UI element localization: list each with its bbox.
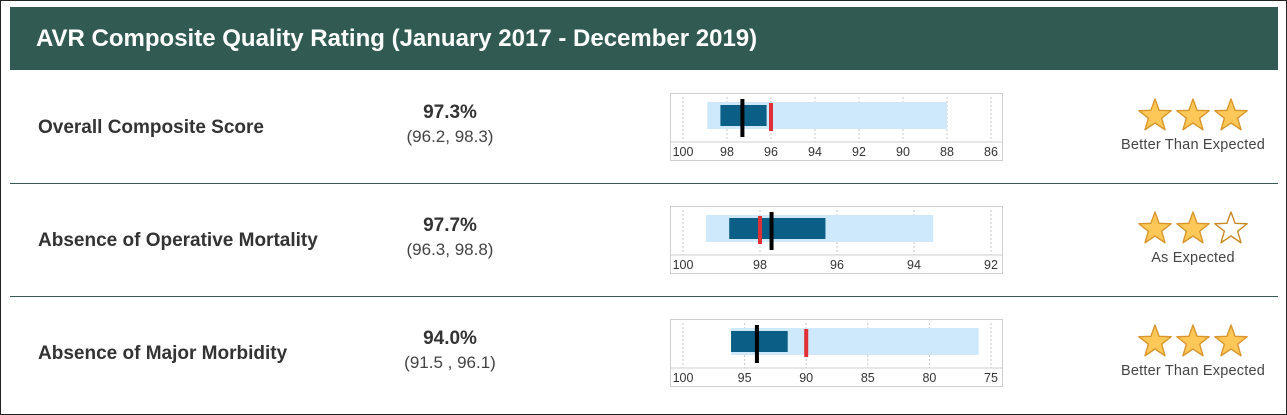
star-filled-icon <box>1176 98 1210 131</box>
star-shape <box>1176 324 1210 357</box>
tick-label: 90 <box>799 371 813 385</box>
tick-label: 92 <box>984 258 998 272</box>
star-filled-icon <box>1176 211 1210 244</box>
star-shape <box>1138 324 1172 357</box>
bullet-chart: 100 98 96 94 92 <box>670 206 1003 274</box>
score-marker <box>740 99 745 137</box>
star-rating: Better Than Expected <box>1108 97 1278 154</box>
score-marker <box>754 325 759 363</box>
metric-score: 97.7% (96.3, 98.8) <box>350 214 550 262</box>
stars <box>1108 323 1278 361</box>
star-shape <box>1138 98 1172 131</box>
score-confidence-interval: (91.5 , 96.1) <box>404 353 496 372</box>
rating-label: Better Than Expected <box>1121 137 1265 153</box>
tick-label: 88 <box>940 145 954 159</box>
metric-label: Absence of Major Morbidity <box>38 342 288 364</box>
tick-label: 92 <box>852 145 866 159</box>
star-shape <box>1214 98 1248 131</box>
stars <box>1108 210 1278 248</box>
tick-label: 100 <box>673 145 694 159</box>
tick-label: 80 <box>922 371 936 385</box>
benchmark-marker <box>758 216 762 244</box>
stars <box>1108 97 1278 135</box>
tick-label: 90 <box>896 145 910 159</box>
star-filled-icon <box>1176 324 1210 357</box>
score-value: 94.0% <box>423 328 477 349</box>
star-filled-icon <box>1214 98 1248 131</box>
star-filled-icon <box>1214 324 1248 357</box>
tick-label: 100 <box>673 371 694 385</box>
star-filled-icon <box>1138 98 1172 131</box>
tick-label: 96 <box>830 258 844 272</box>
score-value: 97.7% <box>423 215 477 236</box>
rating-label: Better Than Expected <box>1121 363 1265 379</box>
metric-label: Absence of Operative Mortality <box>38 229 318 251</box>
metric-score: 94.0% (91.5 , 96.1) <box>350 327 550 375</box>
score-marker <box>769 212 774 250</box>
tick-label: 100 <box>673 258 694 272</box>
star-shape <box>1214 324 1248 357</box>
metric-score: 97.3% (96.2, 98.3) <box>350 101 550 149</box>
panel-header: AVR Composite Quality Rating (January 20… <box>10 7 1278 70</box>
panel-title: AVR Composite Quality Rating (January 20… <box>36 25 758 52</box>
bullet-chart-svg: 100 98 96 94 92 90 88 86 <box>671 97 1002 159</box>
tick-label: 86 <box>984 145 998 159</box>
bullet-chart: 100 95 90 85 80 75 <box>670 319 1003 387</box>
row-divider <box>10 183 1278 184</box>
metric-row-mortality: Absence of Operative Mortality 97.7% (96… <box>10 184 1278 297</box>
score-confidence-interval: (96.3, 98.8) <box>406 240 494 259</box>
star-shape <box>1176 98 1210 131</box>
tick-label: 98 <box>720 145 734 159</box>
tick-label: 96 <box>764 145 778 159</box>
star-shape <box>1214 211 1248 244</box>
tick-label: 95 <box>738 371 752 385</box>
tick-label: 94 <box>907 258 921 272</box>
ci-bar <box>729 218 826 239</box>
star-shape <box>1176 211 1210 244</box>
metric-row-morbidity: Absence of Major Morbidity 94.0% (91.5 ,… <box>10 297 1278 410</box>
bullet-chart-svg: 100 95 90 85 80 75 <box>671 323 1002 385</box>
star-empty-icon <box>1214 211 1248 244</box>
tick-label: 75 <box>984 371 998 385</box>
score-value: 97.3% <box>423 102 477 123</box>
benchmark-marker <box>804 329 809 357</box>
score-confidence-interval: (96.2, 98.3) <box>406 127 494 146</box>
tick-label: 98 <box>753 258 767 272</box>
tick-label: 94 <box>808 145 822 159</box>
star-shape <box>1138 211 1172 244</box>
benchmark-marker <box>769 103 773 131</box>
bullet-chart: 100 98 96 94 92 90 88 86 <box>670 93 1003 161</box>
star-rating: As Expected <box>1108 210 1278 267</box>
row-divider <box>10 296 1278 297</box>
star-filled-icon <box>1138 324 1172 357</box>
metric-row-overall: Overall Composite Score 97.3% (96.2, 98.… <box>10 71 1278 184</box>
star-rating: Better Than Expected <box>1108 323 1278 380</box>
tick-label: 85 <box>861 371 875 385</box>
ci-bar <box>731 331 788 352</box>
metric-label: Overall Composite Score <box>38 116 264 138</box>
bullet-chart-svg: 100 98 96 94 92 <box>671 210 1002 272</box>
star-filled-icon <box>1138 211 1172 244</box>
rating-label: As Expected <box>1151 250 1235 266</box>
